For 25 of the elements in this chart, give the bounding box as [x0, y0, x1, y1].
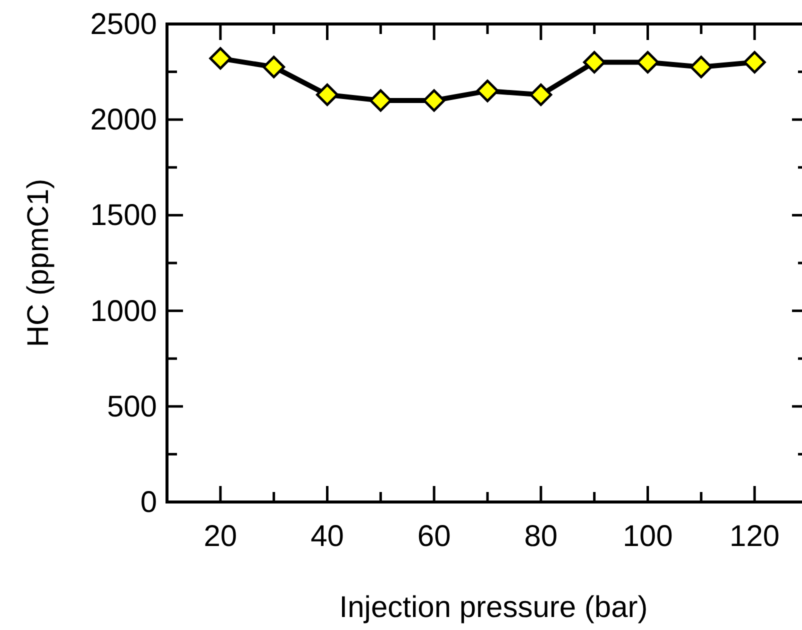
point — [422, 89, 446, 112]
point — [476, 80, 499, 102]
x-tick-label: 80 — [524, 520, 558, 553]
x-tick-label: 40 — [310, 520, 344, 553]
x-tick-label: 20 — [204, 520, 238, 553]
point — [583, 50, 606, 74]
point — [530, 83, 552, 106]
y-tick-label: 1500 — [90, 199, 157, 232]
point — [690, 56, 712, 78]
y-tick-label: 0 — [140, 486, 157, 519]
point — [209, 47, 232, 70]
point — [369, 89, 392, 112]
point — [743, 50, 766, 74]
y-tick-label: 500 — [106, 390, 157, 424]
point — [636, 50, 659, 74]
y-tick-label: 2000 — [90, 104, 157, 137]
y-axis-title: HC (ppmC1) — [22, 178, 55, 348]
point — [316, 83, 338, 106]
x-tick-label: 100 — [622, 520, 673, 553]
x-tick-label: 120 — [730, 520, 780, 553]
x-tick-label: 60 — [417, 520, 451, 553]
y-tick-label: 2500 — [90, 8, 157, 41]
y-tick-label: 1000 — [90, 294, 157, 328]
x-axis-title: Injection pressure (bar) — [339, 591, 648, 624]
point — [262, 56, 286, 78]
